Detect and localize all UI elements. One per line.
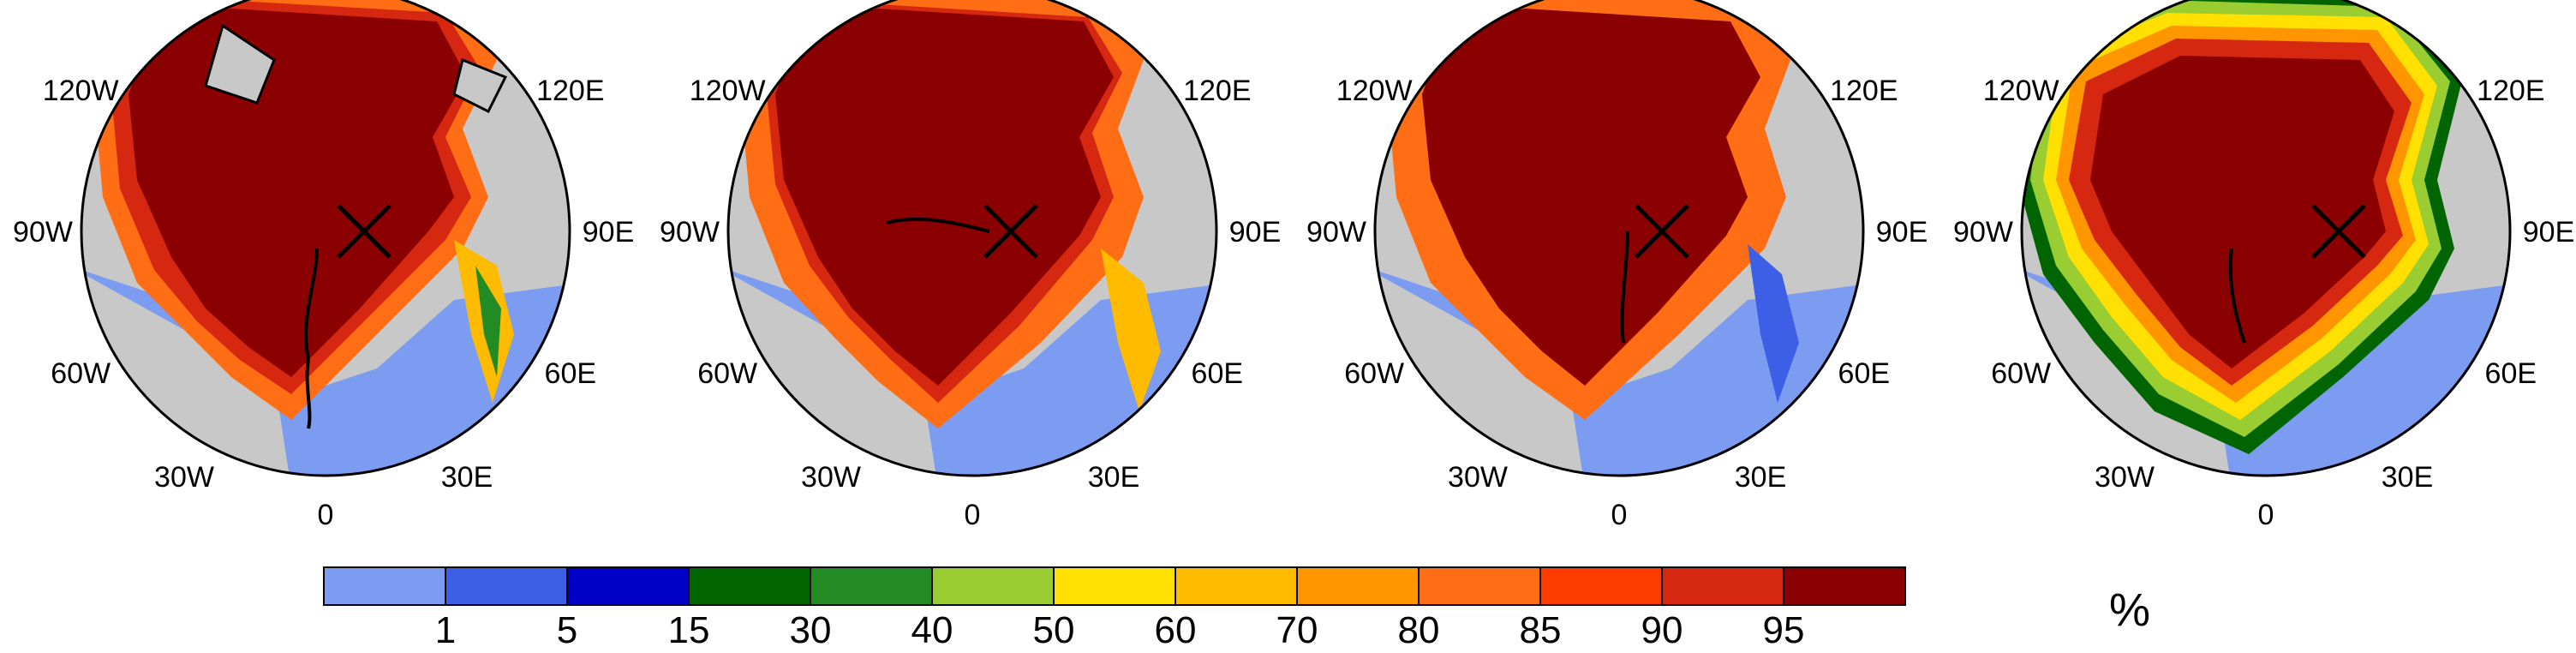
colorbar-cell bbox=[566, 566, 690, 606]
colorbar-tick-label: 30 bbox=[790, 609, 832, 651]
longitude-label: 60W bbox=[51, 357, 111, 390]
longitude-label: 150E bbox=[2373, 0, 2441, 3]
polar-map-panel-2 bbox=[726, 0, 1218, 477]
polar-map-panel-4 bbox=[2020, 0, 2512, 477]
longitude-label: 120W bbox=[1983, 75, 2059, 107]
longitude-label: 120W bbox=[690, 75, 766, 107]
longitude-label: 60W bbox=[1344, 357, 1404, 390]
longitude-label: 60E bbox=[1192, 357, 1244, 390]
colorbar-tick-label: 80 bbox=[1398, 609, 1440, 651]
colorbar-tick-label: 85 bbox=[1520, 609, 1562, 651]
longitude-label: 60W bbox=[697, 357, 757, 390]
longitude-label: 60W bbox=[1991, 357, 2051, 390]
longitude-label: 120E bbox=[1183, 75, 1251, 107]
colorbar-cell bbox=[1783, 566, 1906, 606]
longitude-label: 120E bbox=[1830, 75, 1898, 107]
longitude-label: 150W bbox=[793, 0, 870, 3]
longitude-label: 60E bbox=[2485, 357, 2537, 390]
colorbar-tick-label: 1 bbox=[435, 609, 456, 651]
longitude-label: 30W bbox=[801, 461, 861, 494]
longitude-label: 30W bbox=[1448, 461, 1508, 494]
longitude-label: 0 bbox=[2258, 499, 2274, 531]
longitude-label: 90E bbox=[2523, 216, 2575, 249]
longitude-label: 120W bbox=[43, 75, 119, 107]
longitude-label: 30W bbox=[2095, 461, 2155, 494]
longitude-label: 150E bbox=[433, 0, 500, 3]
longitude-label: 150E bbox=[1079, 0, 1147, 3]
colorbar-tick-label: 5 bbox=[557, 609, 577, 651]
longitude-label: 90E bbox=[1876, 216, 1928, 249]
colorbar-tick-label: 95 bbox=[1763, 609, 1805, 651]
longitude-label: 90W bbox=[660, 216, 720, 249]
colorbar-cell bbox=[1539, 566, 1663, 606]
colorbar-unit: % bbox=[2109, 584, 2150, 636]
colorbar-tick-label: 15 bbox=[668, 609, 710, 651]
colorbar-cell bbox=[1053, 566, 1176, 606]
longitude-label: 150W bbox=[146, 0, 223, 3]
longitude-label: 0 bbox=[1611, 499, 1628, 531]
longitude-label: 90E bbox=[583, 216, 635, 249]
colorbar-cells bbox=[323, 566, 1906, 606]
colorbar-cell bbox=[1418, 566, 1541, 606]
longitude-label: 30E bbox=[441, 461, 493, 494]
longitude-label: 150W bbox=[2087, 0, 2163, 3]
longitude-label: 90W bbox=[1953, 216, 2013, 249]
colorbar-cell bbox=[323, 566, 446, 606]
longitude-label: 90W bbox=[13, 216, 73, 249]
longitude-labels: 180180180180150E150E150E150E120E120E120E… bbox=[13, 0, 2574, 531]
longitude-label: 150W bbox=[1440, 0, 1516, 3]
colorbar-cell bbox=[445, 566, 568, 606]
colorbar-tick-label: 90 bbox=[1641, 609, 1683, 651]
longitude-label: 120W bbox=[1336, 75, 1413, 107]
longitude-label: 30E bbox=[2382, 461, 2434, 494]
polar-maps: 180180180180150E150E150E150E120E120E120E… bbox=[13, 0, 2574, 531]
longitude-label: 0 bbox=[318, 499, 334, 531]
colorbar-cell bbox=[1296, 566, 1419, 606]
colorbar-tick-label: 70 bbox=[1276, 609, 1318, 651]
longitude-label: 60E bbox=[1838, 357, 1891, 390]
polar-map-panel-3 bbox=[1373, 0, 1865, 477]
longitude-label: 150E bbox=[1726, 0, 1794, 3]
colorbar-cell bbox=[810, 566, 933, 606]
polar-map-panel-1 bbox=[80, 0, 571, 477]
longitude-label: 90W bbox=[1306, 216, 1366, 249]
colorbar-cell bbox=[931, 566, 1055, 606]
colorbar-tick-label: 60 bbox=[1155, 609, 1197, 651]
colorbar-cell bbox=[1174, 566, 1298, 606]
colorbar-tick-label: 50 bbox=[1033, 609, 1075, 651]
longitude-label: 120E bbox=[2477, 75, 2544, 107]
colorbar-tick-label: 40 bbox=[911, 609, 953, 651]
longitude-label: 30E bbox=[1088, 461, 1140, 494]
longitude-label: 30E bbox=[1735, 461, 1787, 494]
colorbar-tick-labels: 1 5 15 30 40 50 60 70 80 85 90 95 bbox=[435, 609, 1805, 651]
colorbar: 1 5 15 30 40 50 60 70 80 85 90 95 % bbox=[323, 566, 2150, 651]
longitude-label: 60E bbox=[545, 357, 597, 390]
colorbar-cell bbox=[688, 566, 811, 606]
longitude-label: 0 bbox=[965, 499, 981, 531]
longitude-label: 120E bbox=[536, 75, 604, 107]
longitude-label: 30W bbox=[154, 461, 214, 494]
longitude-label: 90E bbox=[1229, 216, 1282, 249]
colorbar-cell bbox=[1661, 566, 1784, 606]
